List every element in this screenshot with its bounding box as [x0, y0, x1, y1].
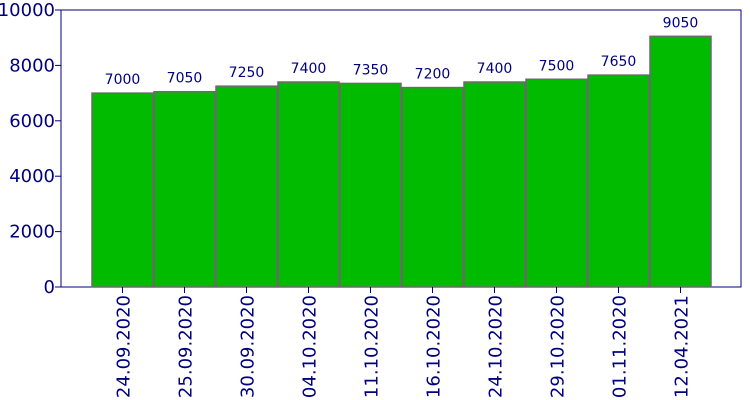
y-tick-label: 0 [44, 277, 55, 298]
bar [153, 90, 216, 288]
data-label: 7250 [229, 65, 265, 81]
bar [277, 81, 340, 288]
x-tick-label: 24.10.2020 [486, 295, 507, 398]
y-tick-label: 6000 [9, 111, 55, 132]
data-label: 7400 [477, 61, 513, 77]
y-tick-label: 8000 [9, 55, 55, 76]
x-tick-label: 30.09.2020 [238, 295, 259, 398]
bar [463, 81, 526, 288]
data-label: 7050 [167, 71, 203, 87]
y-tick-label: 4000 [9, 166, 55, 187]
x-tick-label: 16.10.2020 [424, 295, 445, 398]
y-tick-label: 10000 [0, 0, 55, 21]
x-tick-label: 04.10.2020 [300, 295, 321, 398]
y-tick-label: 2000 [9, 222, 55, 243]
x-tick-label: 12.04.2021 [672, 295, 693, 398]
x-tick-label: 01.11.2020 [610, 295, 631, 398]
x-tick-label: 24.09.2020 [114, 295, 135, 398]
x-tick-label: 11.10.2020 [362, 295, 383, 398]
x-tick-label: 29.10.2020 [548, 295, 569, 398]
x-tick-label: 25.09.2020 [176, 295, 197, 398]
bar [215, 85, 278, 288]
data-label: 7400 [291, 61, 327, 77]
data-label: 7650 [601, 54, 637, 70]
data-label: 7350 [353, 62, 389, 78]
data-label: 7200 [415, 67, 451, 83]
data-label: 7500 [539, 58, 575, 74]
bar [339, 82, 402, 288]
bar [525, 78, 588, 288]
bar [91, 92, 154, 288]
data-label: 9050 [663, 15, 699, 31]
data-label: 7000 [105, 72, 141, 88]
bar [587, 74, 650, 288]
bar [401, 86, 464, 288]
bar [649, 35, 712, 288]
